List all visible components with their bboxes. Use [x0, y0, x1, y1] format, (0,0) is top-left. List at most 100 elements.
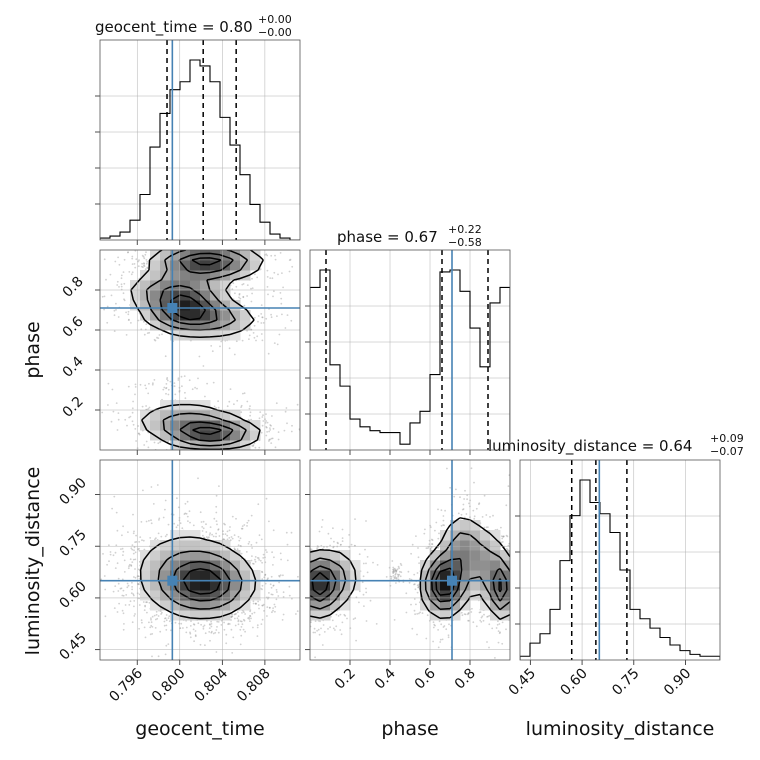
sample-point	[246, 244, 248, 246]
sample-point	[115, 309, 117, 311]
density-bin	[170, 600, 181, 611]
sample-point	[224, 523, 226, 526]
sample-point	[121, 547, 124, 550]
density-bin	[220, 600, 231, 611]
sample-point	[262, 553, 265, 556]
sample-point	[173, 522, 176, 525]
sample-point	[265, 253, 268, 256]
sample-point	[228, 400, 231, 403]
sample-point	[254, 273, 256, 276]
sample-point	[127, 584, 130, 587]
sample-point	[243, 524, 246, 526]
sample-point	[241, 525, 244, 527]
sample-point	[97, 583, 99, 585]
density-bin	[230, 270, 241, 281]
sample-point	[237, 535, 240, 538]
sample-point	[276, 455, 278, 457]
sample-point	[261, 339, 264, 342]
density-bin	[180, 440, 191, 450]
sample-point	[120, 548, 122, 550]
sample-point	[243, 611, 245, 614]
sample-point	[251, 292, 254, 295]
sample-point	[226, 530, 229, 533]
sample-point	[414, 588, 417, 591]
sample-point	[231, 288, 234, 291]
sample-point	[194, 244, 196, 246]
sample-point	[228, 537, 231, 539]
sample-point	[103, 575, 106, 577]
sample-point	[225, 633, 228, 636]
sample-point	[267, 293, 269, 296]
sample-point	[204, 395, 206, 398]
sample-point	[208, 536, 210, 539]
sample-point	[117, 412, 120, 414]
sample-point	[145, 259, 148, 261]
sample-point	[138, 432, 140, 435]
sample-point	[117, 590, 120, 592]
sample-point	[125, 594, 128, 596]
sample-point	[270, 437, 273, 440]
sample-point	[151, 655, 153, 658]
sample-point	[259, 453, 261, 455]
density-bin	[220, 580, 231, 591]
sample-point	[514, 588, 516, 590]
sample-point	[257, 320, 259, 323]
sample-point	[197, 377, 199, 380]
density-bin	[180, 280, 191, 291]
sample-point	[163, 624, 166, 627]
sample-point	[181, 385, 183, 388]
sample-point	[290, 430, 293, 433]
density-bin	[200, 550, 211, 561]
sample-point	[132, 423, 135, 426]
sample-point	[310, 548, 313, 551]
sample-point	[191, 388, 194, 391]
sample-point	[280, 297, 283, 300]
sample-point	[511, 617, 513, 619]
sample-point	[272, 295, 274, 298]
density-bin	[160, 290, 171, 301]
sample-point	[161, 333, 163, 336]
density-bin	[140, 290, 151, 301]
sample-point	[193, 640, 196, 643]
sample-point	[205, 242, 207, 244]
sample-point	[134, 568, 136, 570]
density-bin	[200, 250, 211, 261]
sample-point	[261, 316, 264, 319]
density-bin	[250, 250, 261, 261]
sample-point	[151, 615, 154, 618]
sample-point	[189, 244, 191, 246]
sample-point	[294, 577, 296, 579]
sample-point	[121, 534, 123, 537]
sample-point	[206, 243, 208, 245]
sample-point	[234, 613, 237, 616]
sample-point	[229, 388, 232, 390]
sample-point	[165, 387, 168, 389]
density-bin	[200, 270, 211, 281]
density-bin	[160, 580, 171, 591]
sample-point	[189, 521, 191, 524]
density-bin	[200, 420, 211, 431]
density-bin	[220, 570, 231, 581]
sample-point	[243, 619, 246, 622]
sample-point	[222, 465, 224, 467]
sample-point	[231, 515, 234, 518]
sample-point	[256, 624, 259, 627]
density-bin	[190, 330, 201, 341]
sample-point	[145, 387, 148, 390]
density-bin	[230, 260, 241, 271]
sample-point	[227, 216, 229, 218]
sample-point	[138, 433, 141, 436]
sample-point	[242, 225, 244, 227]
sample-point	[194, 386, 197, 389]
sample-point	[233, 353, 236, 356]
sample-point	[166, 377, 169, 379]
sample-point	[230, 615, 233, 618]
sample-point	[209, 526, 212, 528]
sample-point	[127, 251, 129, 254]
sample-point	[157, 655, 160, 658]
sample-point	[261, 316, 264, 319]
sample-point	[116, 611, 119, 613]
sample-point	[142, 539, 145, 542]
sample-point	[143, 262, 145, 264]
sample-point	[281, 611, 283, 613]
